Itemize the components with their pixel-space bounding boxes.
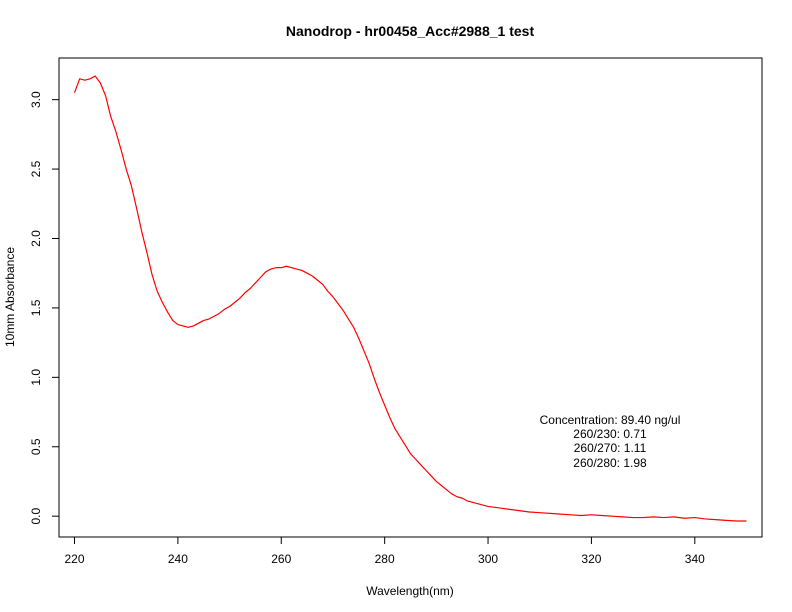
x-tick-label: 300: [478, 552, 498, 566]
x-axis-label: Wavelength(nm): [366, 584, 454, 598]
y-tick-label: 0.5: [29, 438, 43, 455]
y-tick-label: 1.5: [29, 299, 43, 316]
y-tick-label: 2.0: [29, 230, 43, 247]
x-tick-label: 240: [168, 552, 188, 566]
series-layer: [73, 75, 747, 522]
ratio-260-270-text: 260/270: 1.11: [574, 441, 647, 455]
y-axis-label: 10mm Absorbance: [3, 247, 17, 347]
y-tick-label: 0.0: [29, 508, 43, 525]
ratio-260-280-text: 260/280: 1.98: [573, 456, 647, 470]
y-tick-label: 3.0: [29, 91, 43, 108]
chart-title: Nanodrop - hr00458_Acc#2988_1 test: [286, 23, 535, 39]
y-axis: 0.0 0.5 1.0 1.5 2.0 2.5 3.0: [29, 91, 59, 525]
concentration-text: Concentration: 89.40 ng/ul: [540, 413, 681, 427]
ratio-260-230-text: 260/230: 0.71: [573, 427, 647, 441]
x-tick-label: 220: [64, 552, 84, 566]
stats-annotation: Concentration: 89.40 ng/ul 260/230: 0.71…: [540, 413, 681, 470]
y-tick-label: 1.0: [29, 369, 43, 386]
absorbance-series-line: [73, 75, 747, 522]
y-tick-label: 2.5: [29, 160, 43, 177]
x-tick-label: 340: [685, 552, 705, 566]
x-tick-label: 280: [375, 552, 395, 566]
plot-frame: [58, 57, 763, 538]
x-tick-label: 320: [581, 552, 601, 566]
x-tick-label: 260: [271, 552, 291, 566]
x-axis: 220 240 260 280 300 320 340: [64, 537, 705, 566]
